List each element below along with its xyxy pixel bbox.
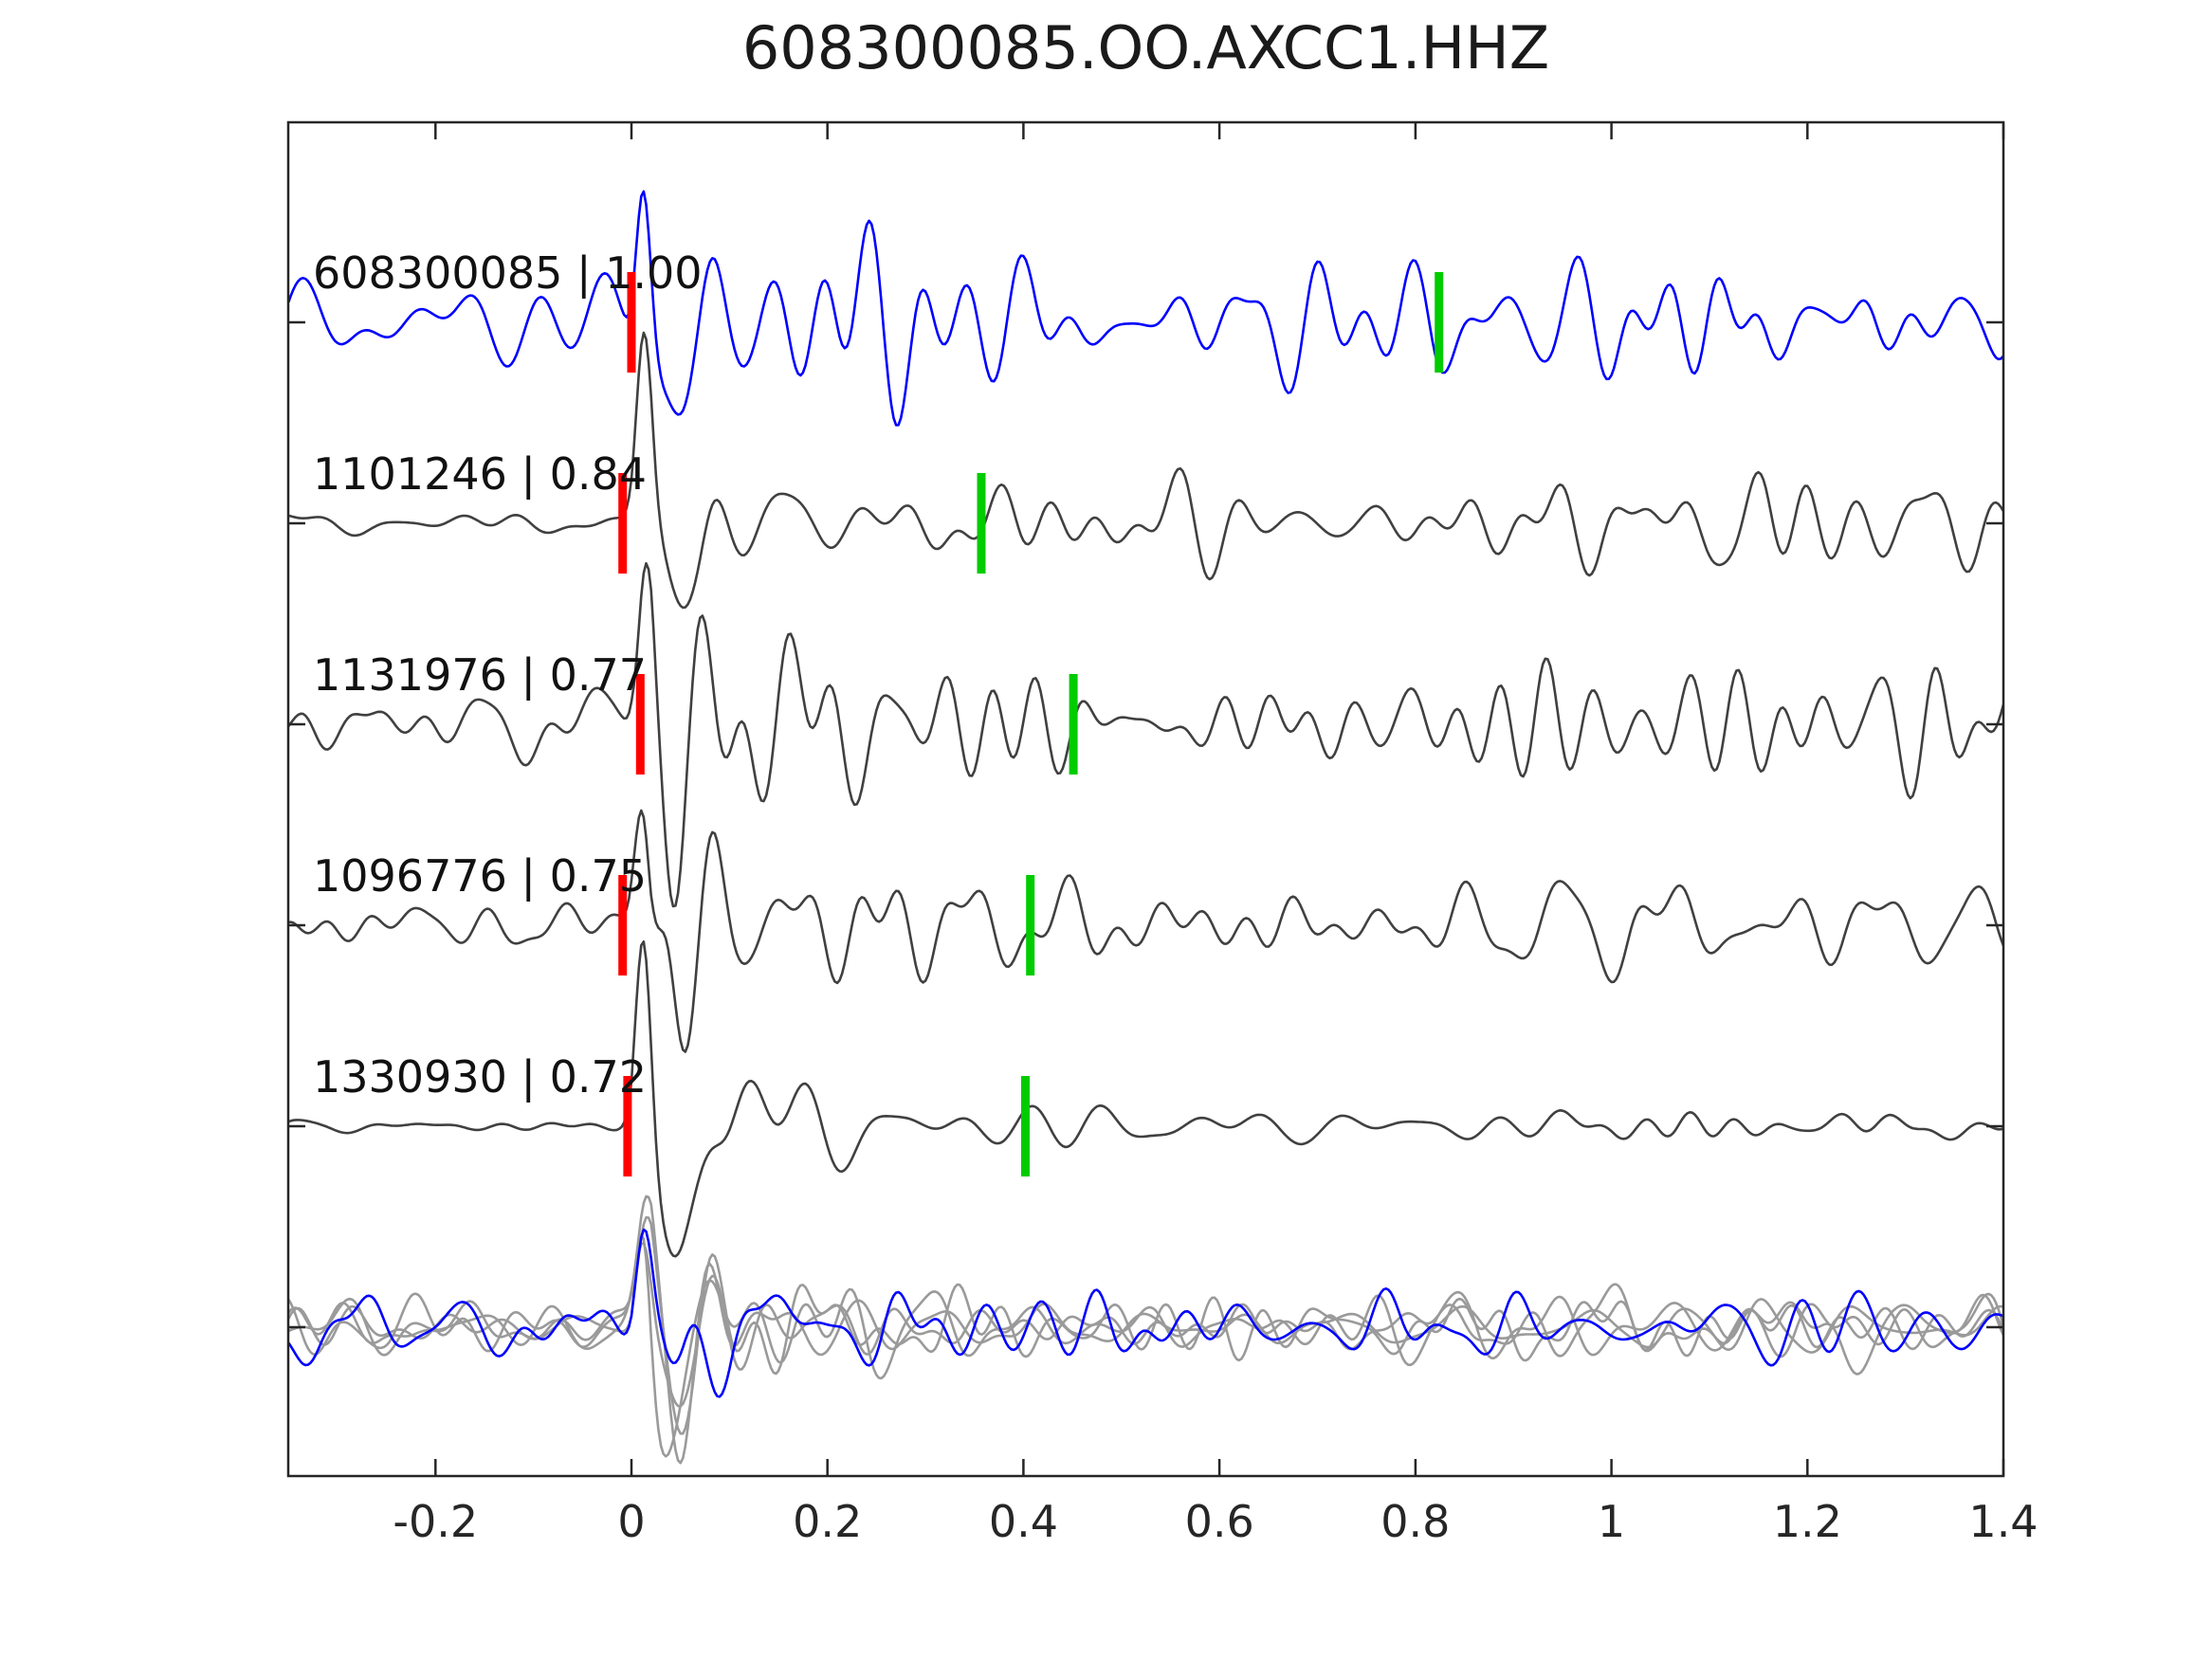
- green-pick-marker-1096776: [1026, 875, 1035, 975]
- overlay-trace-1: [288, 1215, 2003, 1435]
- x-tick-label--0.2: -0.2: [393, 1496, 479, 1547]
- red-pick-marker-1096776: [618, 875, 628, 975]
- x-tick-label-1.4: 1.4: [1968, 1496, 2038, 1547]
- trace-label-1096776: 1096776 | 0.75: [313, 850, 648, 902]
- overlay-trace-4: [288, 1228, 2003, 1398]
- waveform-trace-1330930: [288, 940, 2003, 1258]
- waveform-trace-1096776: [288, 809, 2003, 1053]
- trace-label-608300085: 608300085 | 1.00: [313, 247, 703, 299]
- x-tick-label-1: 1: [1597, 1496, 1626, 1547]
- waveform-trace-1101246: [288, 331, 2003, 610]
- axes-frame: [286, 120, 2005, 1478]
- red-pick-marker-1131976: [635, 674, 645, 775]
- green-pick-marker-1330930: [1021, 1076, 1030, 1176]
- figure-title: 608300085.OO.AXCC1.HHZ: [741, 13, 1550, 82]
- overlay-trace-3: [288, 1241, 2003, 1408]
- green-pick-marker-1101246: [977, 473, 986, 574]
- green-pick-marker-1131976: [1069, 674, 1078, 775]
- trace-label-1330930: 1330930 | 0.72: [313, 1051, 648, 1103]
- traces-group: [288, 190, 2003, 1465]
- trace-label-1101246: 1101246 | 0.84: [313, 448, 648, 500]
- waveform-trace-1131976: [288, 561, 2003, 908]
- red-pick-marker-1101246: [618, 473, 628, 574]
- red-pick-marker-608300085: [627, 272, 636, 373]
- x-tick-label-0.8: 0.8: [1380, 1496, 1451, 1547]
- x-tick-label-0.6: 0.6: [1184, 1496, 1254, 1547]
- trace-label-1131976: 1131976 | 0.77: [313, 649, 648, 701]
- green-pick-marker-608300085: [1435, 272, 1444, 373]
- waveform-trace-608300085: [288, 190, 2003, 427]
- x-tick-label-0.4: 0.4: [988, 1496, 1058, 1547]
- red-pick-marker-1330930: [623, 1076, 632, 1176]
- x-tick-label-0: 0: [617, 1496, 646, 1547]
- x-tick-label-0.2: 0.2: [793, 1496, 863, 1547]
- x-tick-label-1.2: 1.2: [1772, 1496, 1842, 1547]
